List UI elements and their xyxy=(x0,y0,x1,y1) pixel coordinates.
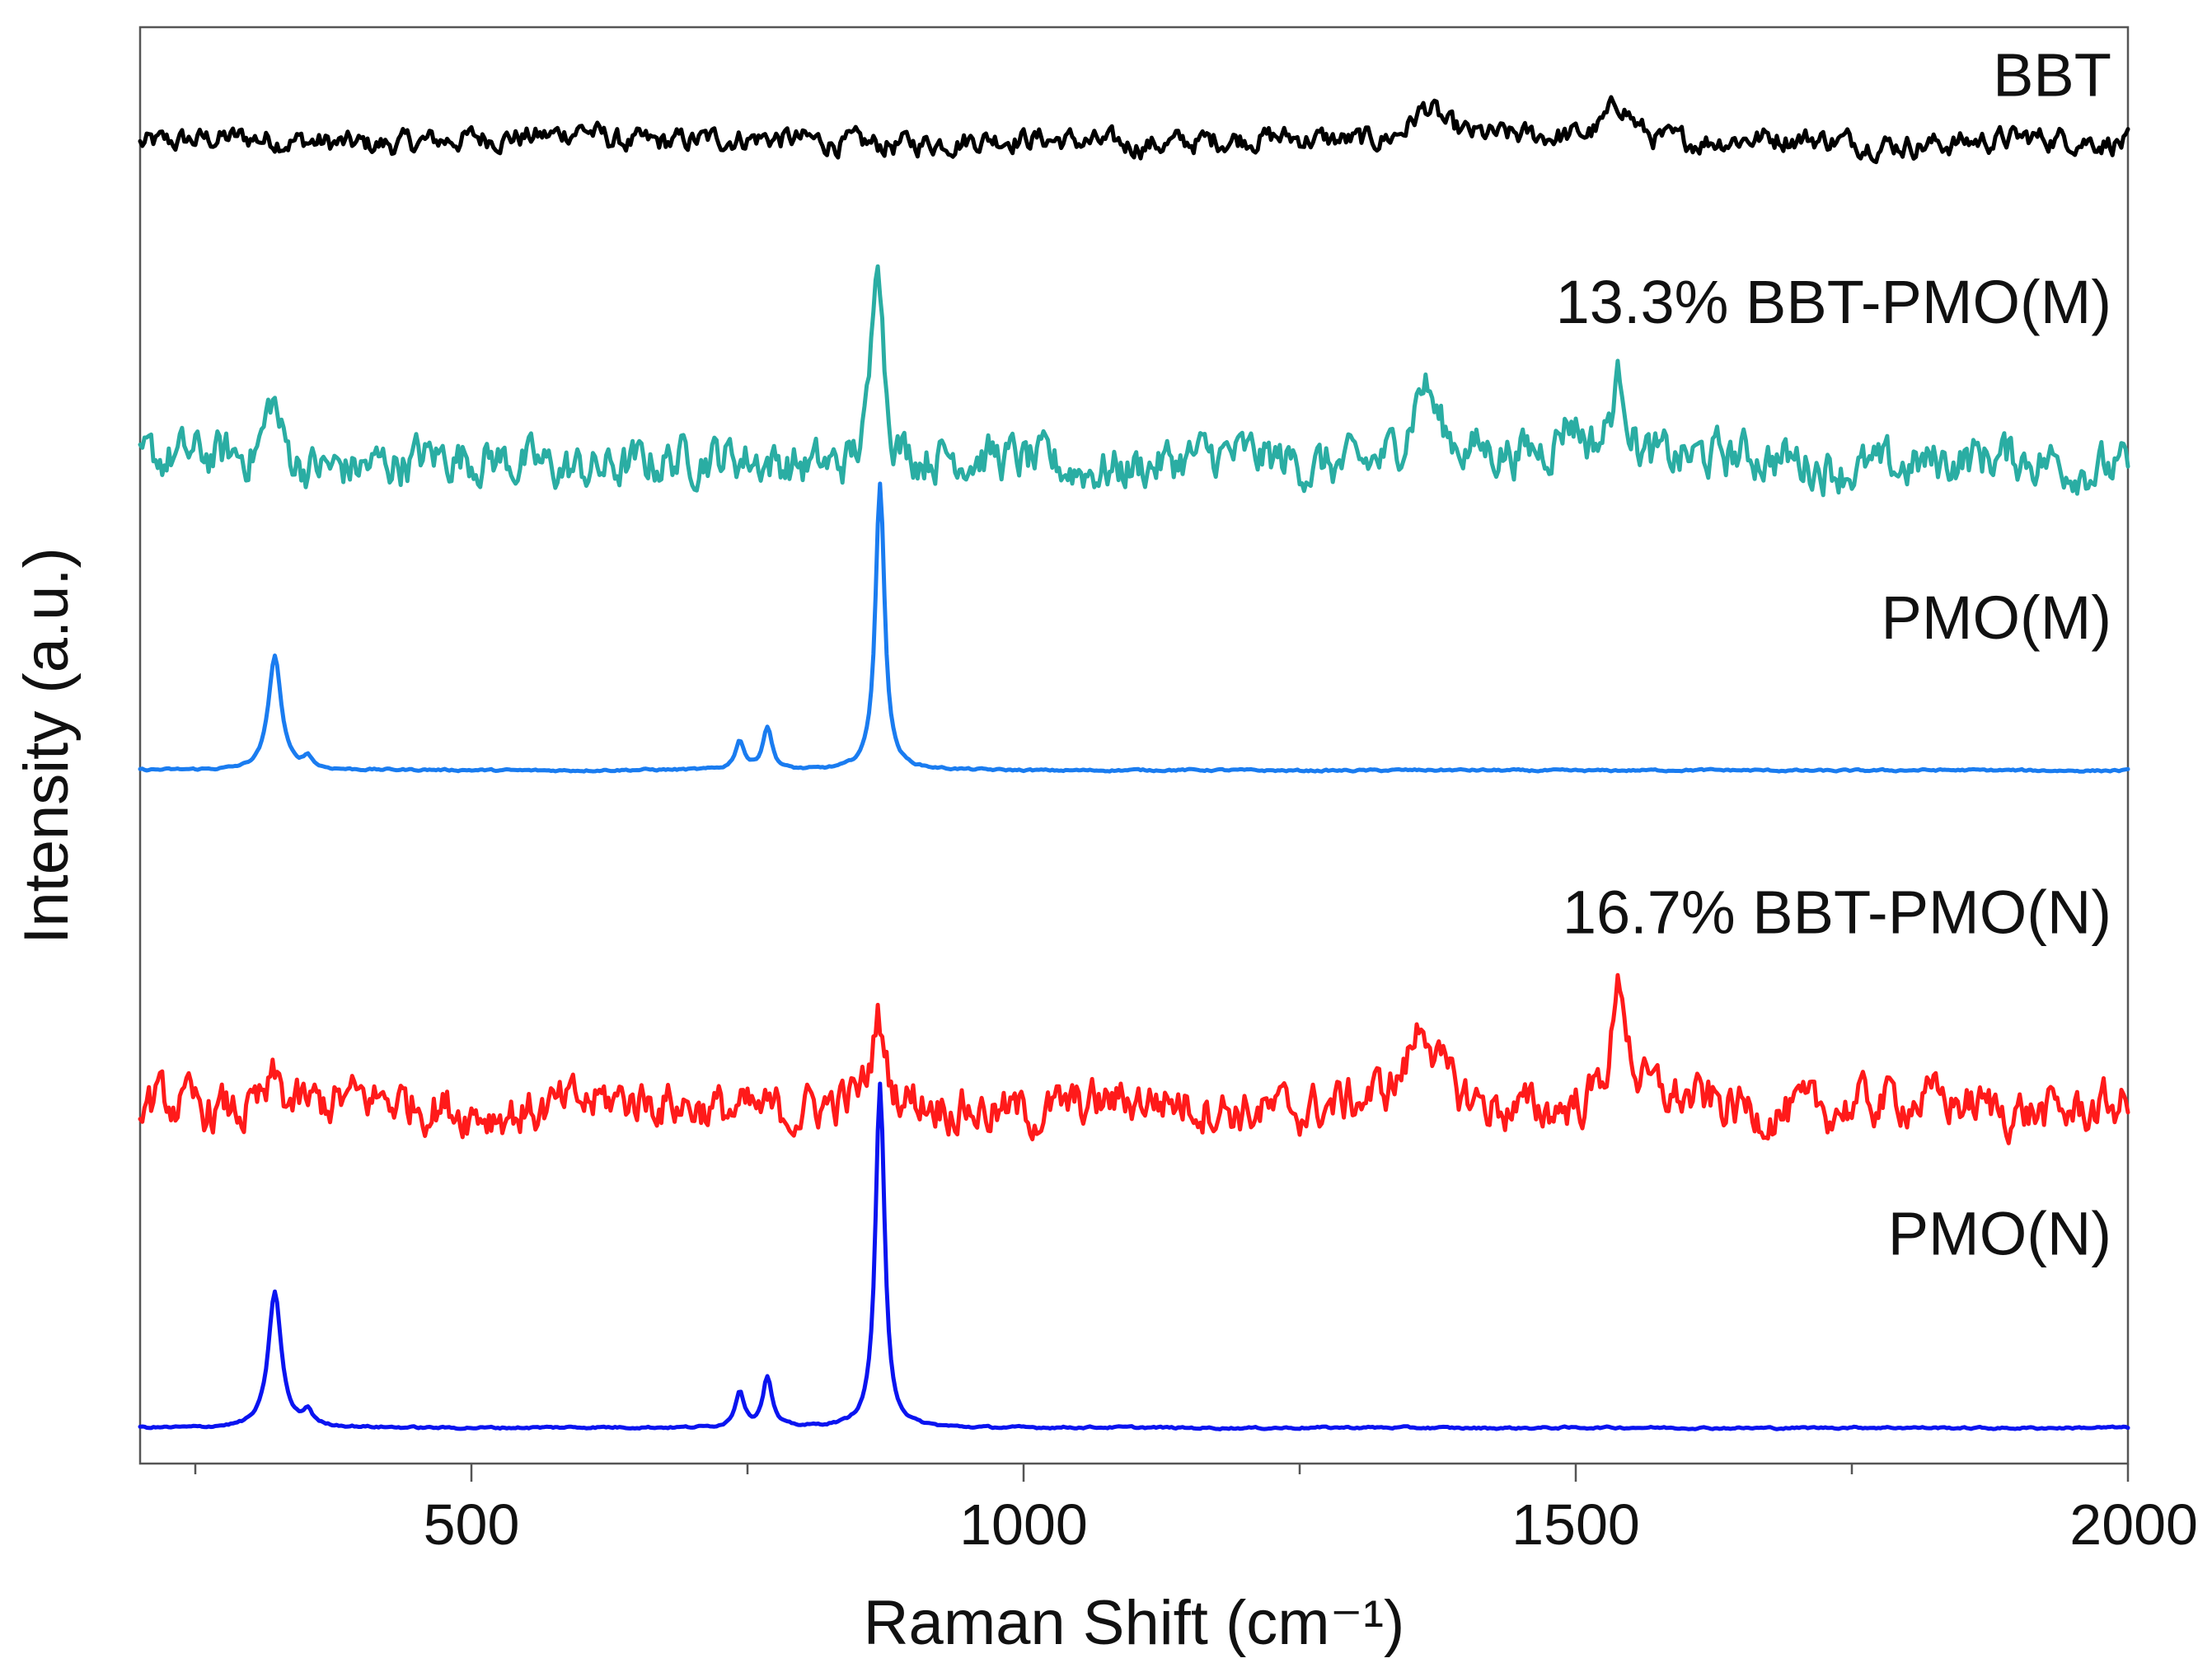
series-label: PMO(M) xyxy=(1882,583,2112,652)
series-label: 16.7% BBT-PMO(N) xyxy=(1563,878,2111,946)
x-axis-title: Raman Shift (cm⁻¹) xyxy=(864,1588,1405,1658)
series-line-pmo-m xyxy=(138,481,2130,774)
series-line-13-3-bbt-pmo-m xyxy=(138,264,2130,498)
series-line-bbt xyxy=(138,95,2130,165)
x-tick-label: 1500 xyxy=(1511,1492,1640,1557)
series-labels: BBT 13.3% BBT-PMO(M) PMO(M) 16.7% BBT-PMO(N… xyxy=(1556,41,2111,1268)
plot-frame xyxy=(138,26,2130,1465)
series-label: PMO(N) xyxy=(1888,1200,2111,1268)
x-tick-label: 1000 xyxy=(959,1492,1088,1557)
series-line-16-7-bbt-pmo-n xyxy=(138,972,2130,1145)
x-tick-label: 500 xyxy=(424,1492,520,1557)
series-line-pmo-n xyxy=(138,1081,2130,1431)
x-axis-ticks: 500 1000 1500 2000 xyxy=(194,1464,2198,1557)
series-traces xyxy=(138,95,2130,1431)
y-axis-title: Intensity (a.u.) xyxy=(12,547,82,944)
x-tick-label: 2000 xyxy=(2069,1492,2198,1557)
series-label: 13.3% BBT-PMO(M) xyxy=(1556,268,2111,336)
series-label: BBT xyxy=(1993,41,2111,110)
